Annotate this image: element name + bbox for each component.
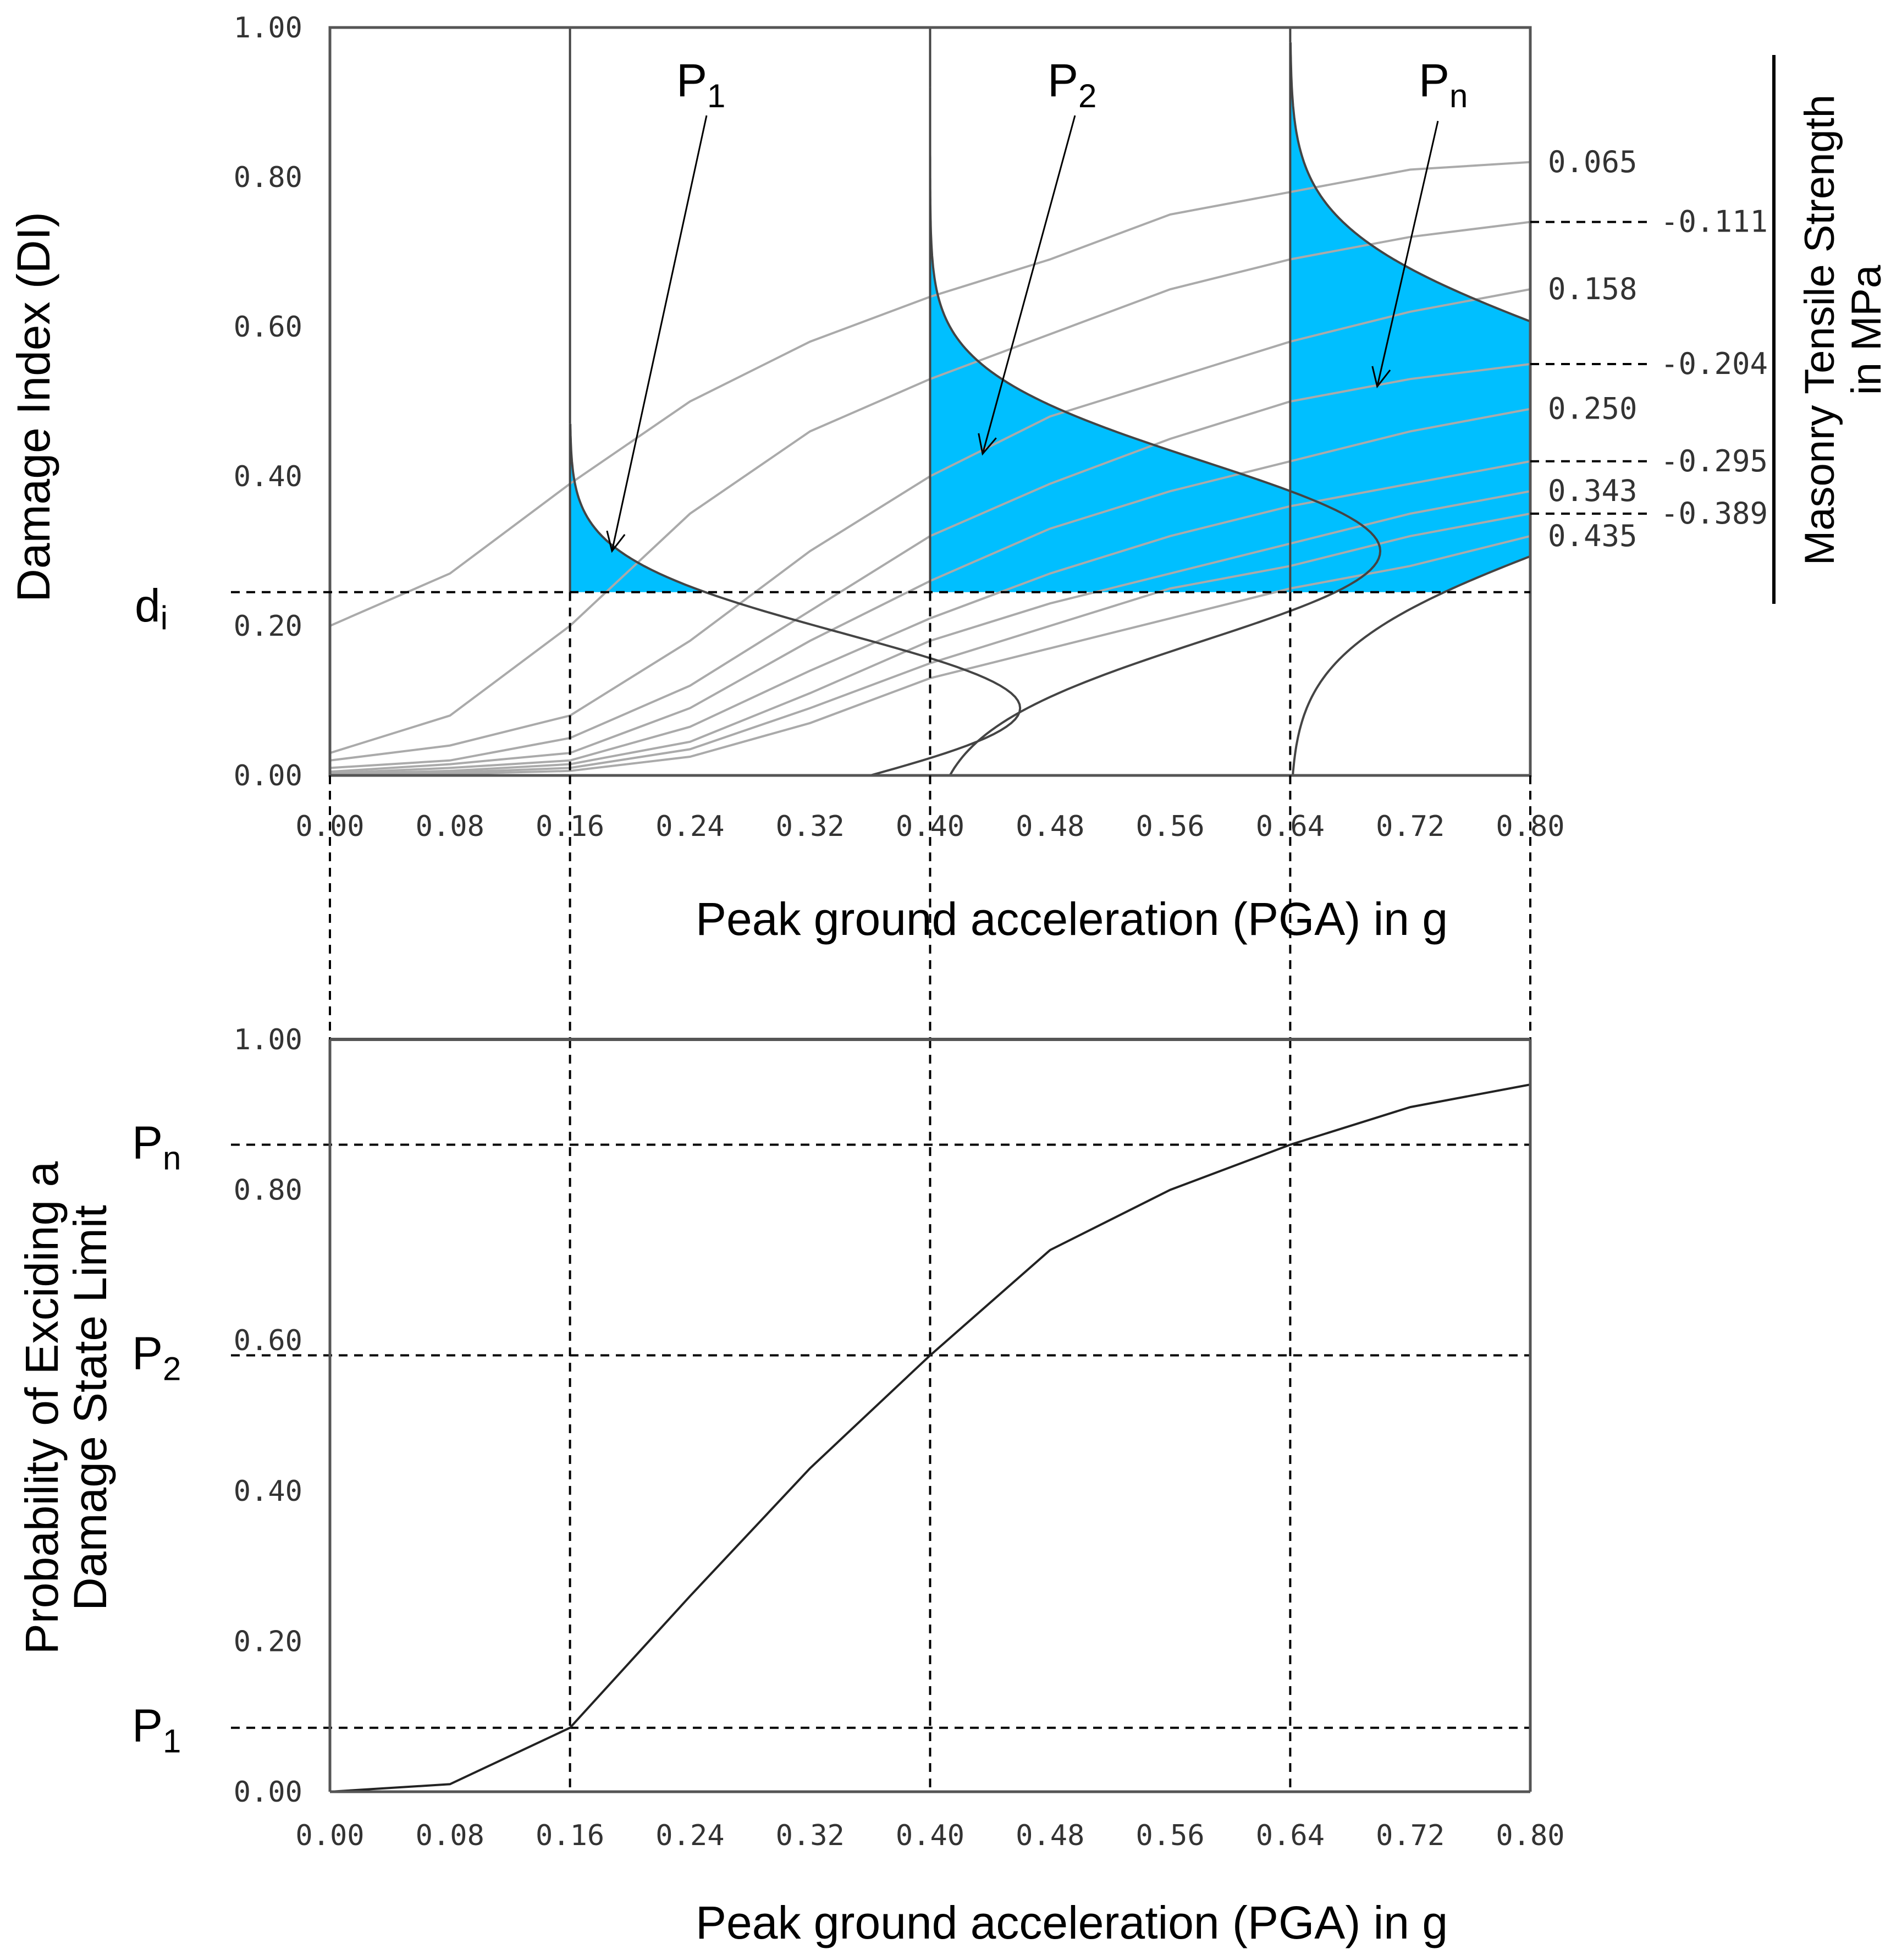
fragility-curve xyxy=(329,1083,1531,1793)
arrow-head-3 xyxy=(1371,366,1391,389)
x-tick-0.16: 0.16 xyxy=(536,1819,604,1852)
arrow-head-2 xyxy=(978,433,997,456)
x-tick-0.32: 0.32 xyxy=(776,810,845,843)
arrow-shaft-3 xyxy=(1376,120,1439,387)
curve-label-0.435: 0.435 xyxy=(1548,519,1638,553)
probability-panel: 0.00 0.20 0.40 0.60 0.80 1.00 0.00 0.08 0.16 0.2… xyxy=(16,1023,1565,1948)
svg-text:Probability of Exciding a: Probability of Exciding a xyxy=(16,1161,68,1654)
y-tick-0.60: 0.60 xyxy=(234,311,302,344)
legend-title: Masonry Tensile Strength in MPa xyxy=(1796,95,1890,565)
y-tick-0.00: 0.00 xyxy=(234,759,302,792)
tensile-strength-curves xyxy=(330,161,1530,775)
svg-text:Damage State Limit: Damage State Limit xyxy=(64,1205,116,1611)
curve-label-0.343: 0.343 xyxy=(1548,474,1638,508)
x-tick-0.08: 0.08 xyxy=(416,810,484,843)
arrow-shaft-2 xyxy=(982,115,1076,454)
arrow-head-1 xyxy=(606,530,626,553)
prob-fill-area-1 xyxy=(570,423,705,592)
x-tick-0.72: 0.72 xyxy=(1376,1819,1445,1852)
x-tick-0.64: 0.64 xyxy=(1256,1819,1325,1852)
y-tick-0.80: 0.80 xyxy=(234,1174,302,1207)
distribution-curve-3 xyxy=(1289,42,1530,775)
bottom-y-axis-title: Probability of Exciding a Damage State L… xyxy=(16,1161,116,1654)
curve-label-0.389: -0.389 xyxy=(1661,496,1768,531)
x-tick-0.48: 0.48 xyxy=(1016,1819,1084,1852)
x-tick-0.72: 0.72 xyxy=(1376,810,1445,843)
y-tick-1.00: 1.00 xyxy=(234,12,302,45)
distribution-curves xyxy=(569,27,1530,775)
distribution-curve-1 xyxy=(569,423,1022,775)
bottom-guide-lines xyxy=(231,1039,1530,1792)
prob-axis-label-P2: P2 xyxy=(132,1328,181,1388)
prob-label-P2: P2 xyxy=(1048,54,1096,114)
probability-marker-labels: P1 P2 Pn xyxy=(132,1117,181,1760)
y-tick-0.40: 0.40 xyxy=(234,1475,302,1508)
prob-axis-label-P1: P1 xyxy=(132,1700,181,1760)
y-tick-1.00: 1.00 xyxy=(234,1023,302,1056)
tensile-curve-0.435 xyxy=(330,535,1530,775)
x-tick-0.08: 0.08 xyxy=(416,1819,484,1852)
y-tick-0.20: 0.20 xyxy=(234,1625,302,1658)
prob-fill-area-3 xyxy=(1290,42,1530,592)
probability-arrows: P1 P2 Pn xyxy=(606,54,1468,553)
x-tick-0.80: 0.80 xyxy=(1496,1819,1564,1852)
threshold-label: di xyxy=(135,580,168,636)
x-tick-0.40: 0.40 xyxy=(896,1819,964,1852)
curve-label-0.065: 0.065 xyxy=(1548,145,1638,179)
prob-label-Pn: Pn xyxy=(1419,54,1468,114)
x-tick-0.48: 0.48 xyxy=(1016,810,1084,843)
x-tick-0.56: 0.56 xyxy=(1135,810,1204,843)
x-tick-0.32: 0.32 xyxy=(776,1819,845,1852)
x-tick-0.16: 0.16 xyxy=(536,810,604,843)
top-y-tick-labels: 0.00 0.20 0.40 0.60 0.80 1.00 xyxy=(234,12,302,792)
x-tick-0.80: 0.80 xyxy=(1496,810,1564,843)
damage-index-panel: 0.00 0.20 0.40 0.60 0.80 1.00 0.00 0.08 0.16 0.2… xyxy=(8,12,1890,1039)
curve-label-0.158: 0.158 xyxy=(1548,272,1638,306)
curve-label-0.111: -0.111 xyxy=(1661,205,1768,239)
curve-value-labels: 0.065 -0.111 0.158 -0.204 0.250 -0.295 0.343 -0… xyxy=(1530,145,1768,553)
bottom-x-axis-title: Peak ground acceleration (PGA) in g xyxy=(696,1897,1448,1948)
arrow-shaft-1 xyxy=(611,115,708,552)
y-tick-0.60: 0.60 xyxy=(234,1324,302,1357)
y-tick-0.20: 0.20 xyxy=(234,610,302,643)
tensile-curve-0.389 xyxy=(330,513,1530,775)
y-tick-0.80: 0.80 xyxy=(234,161,302,194)
x-tick-0.00: 0.00 xyxy=(295,810,364,843)
fragility-line xyxy=(329,1083,1531,1793)
top-x-tick-labels: 0.00 0.08 0.16 0.24 0.32 0.40 0.48 0.56 0.64 0.72… xyxy=(295,810,1564,843)
bottom-x-tick-labels: 0.00 0.08 0.16 0.24 0.32 0.40 0.48 0.56 0.64 0.72… xyxy=(295,1819,1564,1852)
top-x-axis-title: Peak ground acceleration (PGA) in g xyxy=(696,893,1448,945)
x-tick-0.24: 0.24 xyxy=(655,1819,724,1852)
prob-label-P1: P1 xyxy=(676,54,725,114)
y-tick-0.40: 0.40 xyxy=(234,460,302,493)
x-tick-0.00: 0.00 xyxy=(295,1819,364,1852)
x-tick-0.64: 0.64 xyxy=(1256,810,1325,843)
x-tick-0.24: 0.24 xyxy=(655,810,724,843)
svg-text:in MPa: in MPa xyxy=(1843,265,1890,395)
prob-axis-label-Pn: Pn xyxy=(132,1117,181,1177)
prob-fill-area-2 xyxy=(930,87,1381,592)
svg-text:Masonry Tensile Strength: Masonry Tensile Strength xyxy=(1796,95,1843,565)
top-y-axis-title: Damage Index (DI) xyxy=(8,212,59,602)
y-tick-0.00: 0.00 xyxy=(234,1776,302,1809)
top-guide-lines xyxy=(231,591,1531,1039)
curve-label-0.295: -0.295 xyxy=(1661,444,1768,478)
curve-label-0.204: -0.204 xyxy=(1661,346,1768,381)
curve-label-0.250: 0.250 xyxy=(1548,392,1638,426)
tensile-curve-0.295 xyxy=(330,460,1530,774)
bottom-y-tick-labels: 0.00 0.20 0.40 0.60 0.80 1.00 xyxy=(234,1023,302,1809)
x-tick-0.40: 0.40 xyxy=(896,810,964,843)
x-tick-0.56: 0.56 xyxy=(1135,1819,1204,1852)
probability-fill-areas xyxy=(570,42,1530,592)
